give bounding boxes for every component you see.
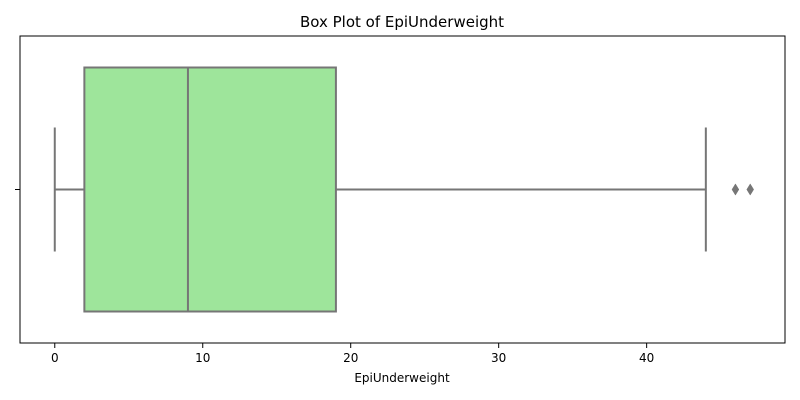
outlier-point-1 (731, 183, 740, 196)
x-axis: 0 10 20 30 40 (51, 343, 654, 365)
x-tick-label-10: 10 (195, 351, 210, 365)
x-tick-label-0: 0 (51, 351, 59, 365)
plot-area (53, 66, 754, 313)
outlier-point-2 (746, 183, 754, 196)
iqr-box (83, 66, 337, 313)
x-axis-label: EpiUnderweight (354, 371, 450, 385)
x-tick-label-30: 30 (491, 351, 506, 365)
x-tick-label-40: 40 (639, 351, 654, 365)
x-tick-label-20: 20 (343, 351, 358, 365)
chart-title: Box Plot of EpiUnderweight (300, 13, 504, 31)
